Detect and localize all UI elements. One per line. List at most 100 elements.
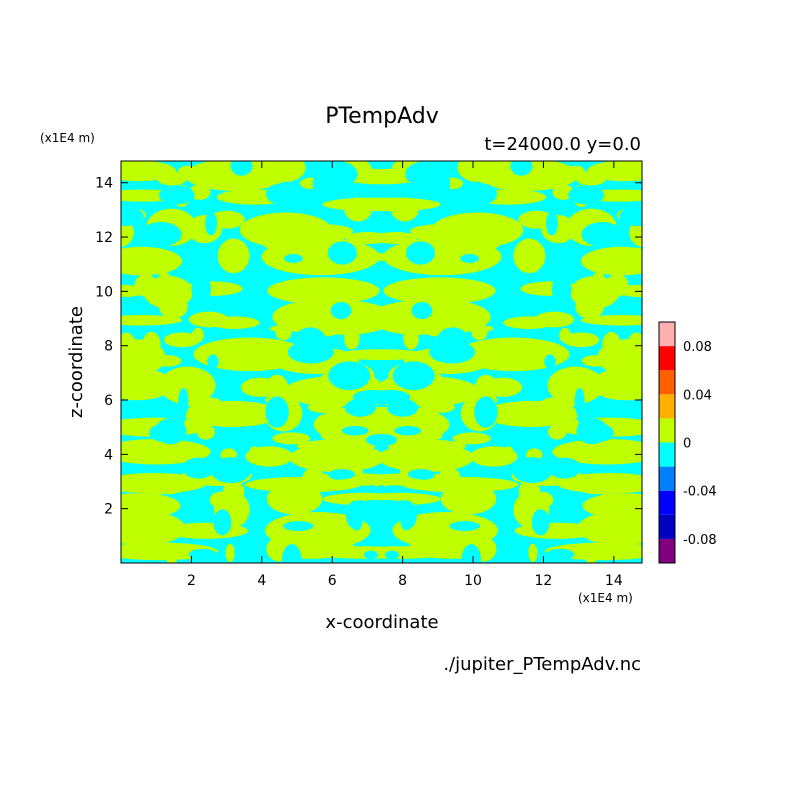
field-patch: [581, 355, 611, 367]
field-hole: [328, 469, 356, 480]
field-patch: [415, 224, 452, 244]
field-hole: [544, 354, 556, 369]
y-tick-label: 2: [104, 502, 113, 518]
field-hole: [182, 457, 216, 479]
field-hole: [385, 550, 400, 560]
field-patch: [266, 483, 323, 515]
colorbar-swatch: [659, 346, 675, 371]
colorbar-tick-label: -0.08: [683, 533, 717, 548]
field-hole: [460, 254, 479, 263]
field-hole: [411, 302, 433, 320]
field-patch: [267, 277, 380, 305]
field-patch: [263, 232, 275, 244]
field-patch: [514, 522, 600, 539]
x-axis: 2 4 6 8 10 12 14: [187, 161, 623, 589]
field-patch: [419, 400, 434, 426]
field-patch: [121, 493, 149, 506]
field-patch: [488, 232, 500, 244]
y-unit-label: (x1E4 m): [40, 131, 95, 145]
x-tick-label: 8: [398, 573, 407, 589]
x-tick-label: 10: [464, 573, 482, 589]
field-hole: [545, 548, 575, 561]
field-patch: [345, 307, 379, 332]
field-patch: [121, 511, 186, 546]
field-hole: [394, 426, 422, 436]
field-patch: [121, 314, 183, 326]
source-file-label: ./jupiter_PTempAdv.nc: [443, 654, 641, 675]
field-patch: [606, 273, 629, 297]
field-patch: [329, 400, 344, 426]
x-tick-label: 6: [328, 573, 337, 589]
field-patch: [627, 332, 642, 356]
x-tick-label: 14: [605, 573, 623, 589]
field-patch: [272, 432, 311, 445]
field-hole: [363, 550, 378, 560]
field-patch: [518, 480, 541, 502]
field-hole: [511, 457, 553, 483]
field-hole: [328, 361, 371, 391]
field-patch: [250, 446, 259, 454]
y-tick-label: 6: [104, 393, 113, 409]
field-hole: [407, 469, 435, 480]
field-patch: [121, 478, 153, 486]
field-hole: [349, 500, 370, 511]
field-hole: [281, 544, 302, 563]
chart-title: PTempAdv: [325, 104, 439, 129]
field-patch: [158, 294, 188, 319]
field-patch: [575, 294, 605, 319]
colorbar-swatch: [659, 442, 675, 467]
field-patch: [245, 174, 256, 199]
field-patch: [504, 446, 513, 454]
field-hole: [619, 206, 642, 227]
field-patch: [507, 174, 518, 199]
y-axis: 2 4 6 8 10 12 14: [95, 176, 642, 518]
colorbar-tick-label: 0: [683, 437, 691, 452]
field-hole: [581, 222, 623, 247]
field-patch: [430, 543, 455, 559]
field-hole: [175, 401, 186, 427]
field-hole: [392, 361, 435, 391]
field-hole: [121, 404, 160, 418]
field-patch: [439, 251, 468, 272]
field-hole: [449, 521, 480, 531]
field-patch: [122, 540, 150, 559]
contour-field: [121, 161, 642, 563]
field-patch: [492, 161, 513, 172]
colorbar-tick-label: 0.08: [683, 340, 712, 355]
field-patch: [383, 284, 413, 297]
x-tick-label: 2: [187, 573, 196, 589]
field-patch: [384, 307, 418, 332]
field-patch: [590, 283, 612, 298]
field-hole: [461, 544, 482, 563]
field-patch: [599, 493, 616, 503]
field-hole: [551, 274, 572, 304]
field-patch: [391, 197, 419, 222]
field-patch: [188, 311, 229, 328]
field-hole: [265, 396, 289, 428]
field-patch: [222, 480, 245, 502]
field-hole: [121, 206, 144, 227]
field-patch: [308, 543, 333, 559]
field-patch: [372, 232, 418, 245]
field-patch: [589, 368, 642, 401]
field-hole: [469, 183, 498, 205]
colorbar-swatch: [659, 466, 675, 491]
field-patch: [295, 251, 324, 272]
field-hole: [188, 548, 218, 561]
field-hole: [205, 211, 218, 236]
colorbar-swatch: [659, 538, 675, 563]
field-hole: [230, 161, 253, 176]
field-hole: [406, 241, 436, 265]
colorbar-tick-label: 0.04: [683, 388, 712, 403]
colorbar-swatch: [659, 394, 675, 419]
field-patch: [124, 504, 137, 516]
field-hole: [191, 274, 212, 304]
colorbar-swatch: [659, 514, 675, 539]
field-patch: [581, 485, 609, 495]
field-patch: [562, 332, 600, 348]
field-hole: [341, 426, 369, 436]
field-patch: [350, 284, 380, 297]
field-patch: [577, 511, 642, 546]
field-patch: [552, 439, 642, 465]
field-patch: [217, 238, 250, 274]
